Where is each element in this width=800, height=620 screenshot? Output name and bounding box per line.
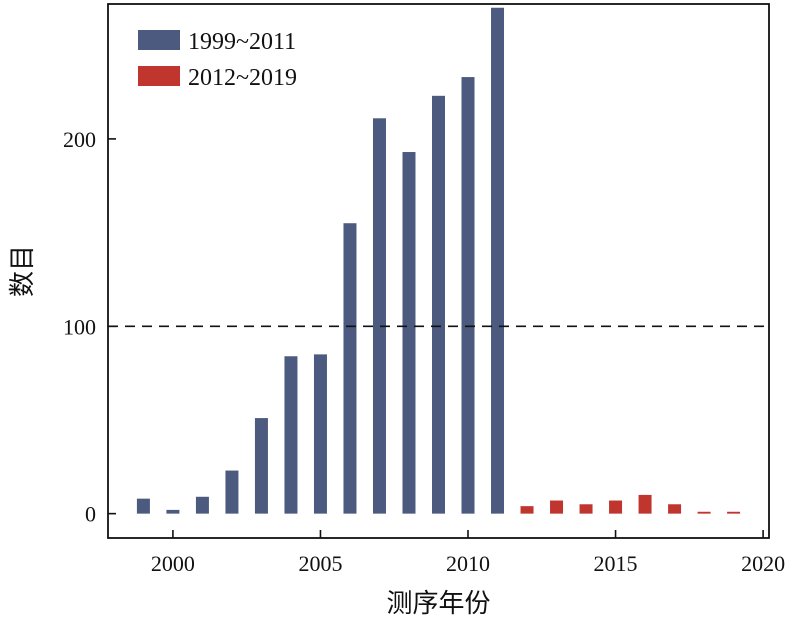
legend-swatch xyxy=(138,66,180,86)
x-tick-label: 2020 xyxy=(741,551,785,576)
bar-2005 xyxy=(313,354,327,514)
bar-2004 xyxy=(284,356,298,514)
bars-layer xyxy=(136,7,741,514)
bar-2015 xyxy=(609,500,623,514)
bar-2016 xyxy=(638,494,652,514)
y-axis-ticks: 0 100 200 xyxy=(63,127,116,527)
legend-swatch xyxy=(138,30,180,50)
bar-2002 xyxy=(225,470,239,514)
x-tick-label: 2015 xyxy=(594,551,638,576)
bar-2013 xyxy=(550,500,564,514)
y-tick-label: 0 xyxy=(85,502,96,527)
bar-2012 xyxy=(520,506,534,514)
legend-label: 2012~2019 xyxy=(188,65,297,91)
bar-2000 xyxy=(166,509,180,514)
bar-2009 xyxy=(432,95,445,514)
x-tick-label: 2010 xyxy=(446,551,490,576)
bar-2014 xyxy=(579,504,593,514)
x-tick-label: 2000 xyxy=(151,551,195,576)
legend-label: 1999~2011 xyxy=(188,29,296,55)
bar-2003 xyxy=(254,418,268,514)
bar-2019 xyxy=(727,511,741,514)
bar-2011 xyxy=(491,7,505,514)
y-tick-label: 100 xyxy=(63,314,96,339)
bar-2010 xyxy=(461,77,475,514)
bar-2018 xyxy=(697,511,711,514)
bar-2006 xyxy=(343,223,357,514)
x-axis-label: 测序年份 xyxy=(386,589,490,619)
bar-2008 xyxy=(402,152,416,514)
plot-frame xyxy=(107,3,770,539)
y-tick-label: 200 xyxy=(63,127,96,152)
bar-2007 xyxy=(372,118,386,514)
bar-2001 xyxy=(195,496,209,514)
x-tick-label: 2005 xyxy=(298,551,342,576)
bar-2017 xyxy=(668,504,682,514)
y-axis-label: 数目 xyxy=(8,245,38,297)
legend: 1999~2011 2012~2019 xyxy=(138,29,297,91)
x-axis-ticks: 2000 2005 2010 2015 2020 xyxy=(151,530,785,576)
bar-1999 xyxy=(136,498,150,514)
